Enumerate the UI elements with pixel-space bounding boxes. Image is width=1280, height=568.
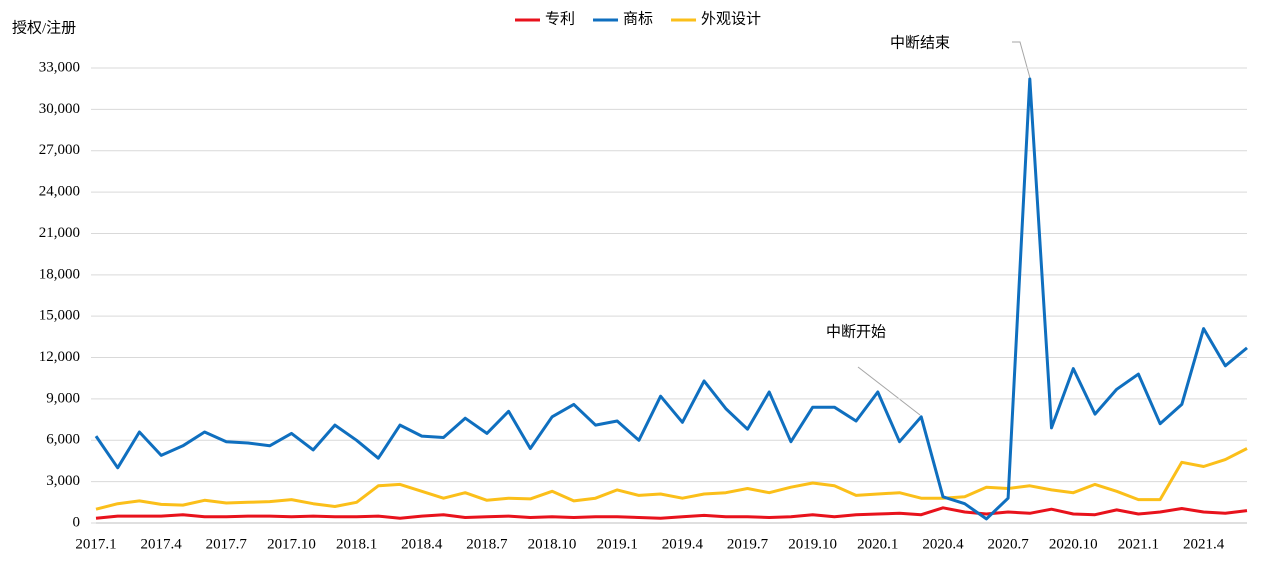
x-tick-label: 2017.4 [141,536,183,552]
annotation: 中断结束 [890,34,950,51]
x-tick-label: 2020.1 [857,536,898,552]
x-tick-label: 2019.4 [662,536,704,552]
y-tick-label: 24,000 [39,184,80,200]
series-line [94,77,1248,521]
x-tick-label: 2017.7 [206,536,248,552]
annotation-leader [857,366,921,416]
annotation: 中断开始 [826,323,886,340]
x-tick-label: 2020.4 [922,536,964,552]
x-tick-label: 2018.4 [401,536,443,552]
y-tick-label: 0 [73,514,81,530]
y-tick-label: 33,000 [39,59,80,75]
y-tick-label: 18,000 [39,266,80,282]
y-axis-label: 授权/注册 [12,19,76,36]
x-tick-label: 2018.10 [528,536,577,552]
y-tick-label: 3,000 [46,473,80,489]
y-tick-label: 6,000 [46,432,80,448]
x-tick-label: 2019.10 [788,536,837,552]
y-tick-label: 12,000 [39,349,80,365]
y-tick-label: 21,000 [39,225,80,241]
y-tick-label: 27,000 [39,142,80,158]
legend-label: 商标 [623,10,653,27]
y-tick-label: 9,000 [46,390,80,406]
x-tick-label: 2021.4 [1183,536,1225,552]
x-tick-label: 2021.1 [1118,536,1159,552]
x-tick-label: 2019.1 [597,536,638,552]
legend-label: 专利 [545,10,575,27]
y-tick-label: 15,000 [39,308,80,324]
x-tick-label: 2017.10 [267,536,316,552]
x-tick-label: 2018.1 [336,536,377,552]
annotation-leader [1012,41,1031,79]
x-tick-label: 2020.7 [987,536,1029,552]
series-line [95,506,1248,520]
x-tick-label: 2020.10 [1049,536,1098,552]
series-line [95,447,1248,511]
x-tick-label: 2017.1 [75,536,116,552]
x-tick-label: 2018.7 [466,536,508,552]
legend-label: 外观设计 [701,10,761,27]
y-tick-label: 30,000 [39,101,80,117]
x-tick-label: 2019.7 [727,536,769,552]
